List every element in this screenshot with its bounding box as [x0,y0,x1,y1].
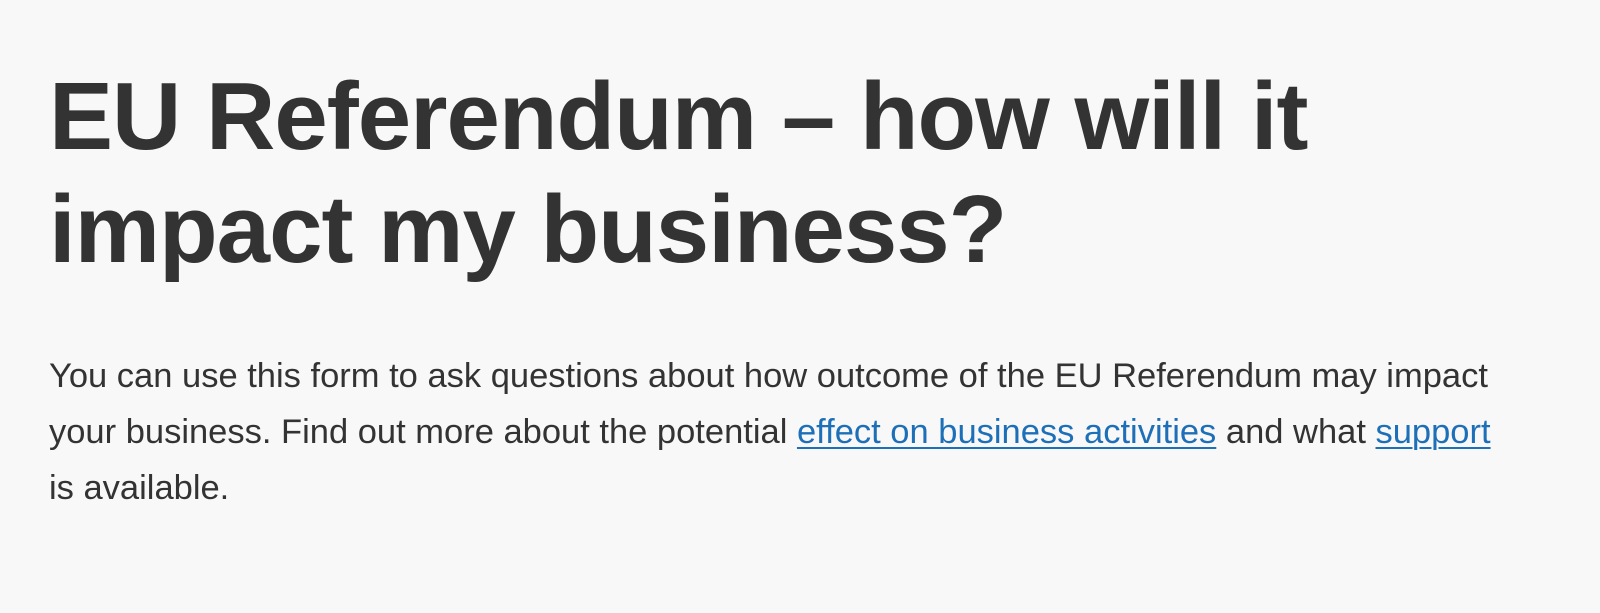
support-link[interactable]: support [1375,413,1491,451]
intro-paragraph: You can use this form to ask questions a… [49,348,1509,516]
intro-text-3: is available. [49,469,230,507]
intro-text-2: and what [1216,413,1376,451]
effect-on-business-activities-link[interactable]: effect on business activities [796,413,1217,451]
intro-text-1: You can use this form to ask questions a… [49,357,1488,451]
page-title: EU Referendum – how will it impact my bu… [49,63,1309,283]
